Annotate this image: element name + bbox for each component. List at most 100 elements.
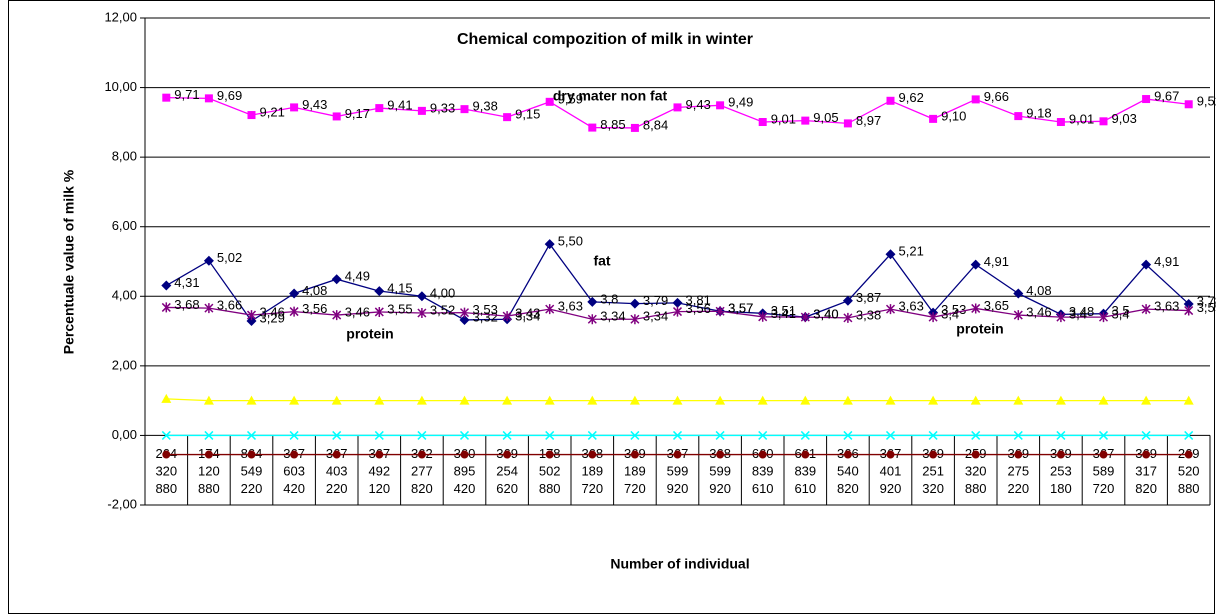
marker [672, 430, 683, 440]
marker [544, 395, 555, 405]
marker [630, 123, 639, 132]
marker [417, 307, 427, 318]
marker [587, 430, 597, 440]
marker [715, 395, 726, 405]
marker [502, 430, 512, 440]
y-tick-label: 8,00 [112, 149, 137, 164]
marker [1183, 395, 1194, 405]
data-label: 9,38 [473, 99, 498, 114]
y-tick-label: 12,00 [104, 9, 137, 24]
marker [1184, 305, 1194, 316]
marker [417, 450, 426, 459]
data-label: 3,4 [1112, 307, 1130, 322]
data-label: 9,67 [1154, 88, 1179, 103]
marker [204, 303, 214, 314]
marker [800, 430, 810, 440]
marker [843, 430, 853, 440]
data-label: 5,21 [899, 244, 924, 259]
marker [374, 395, 385, 405]
marker [886, 450, 895, 459]
data-label: 9,17 [345, 106, 370, 121]
marker [885, 395, 896, 405]
data-label: 3,43 [515, 306, 540, 321]
marker [800, 312, 810, 323]
marker [929, 450, 938, 459]
marker [672, 306, 683, 317]
marker [331, 274, 342, 285]
data-label: 3,78 [1197, 293, 1216, 308]
marker [1098, 430, 1109, 440]
data-label: 9,33 [430, 100, 455, 115]
marker [161, 430, 171, 440]
x-tick-label: 367603420 [283, 446, 305, 496]
marker [1183, 298, 1194, 309]
x-tick-label: 269520880 [1178, 446, 1200, 496]
marker [587, 314, 597, 325]
data-label: 3,87 [856, 290, 881, 305]
x-tick-label: 362277820 [411, 446, 433, 496]
marker [331, 395, 342, 405]
marker [416, 395, 427, 405]
marker [1142, 450, 1151, 459]
data-label: 3,81 [686, 292, 711, 307]
data-label: 3,55 [387, 301, 412, 316]
marker [970, 259, 981, 270]
marker [1013, 310, 1023, 321]
marker [161, 393, 172, 403]
marker [929, 114, 938, 123]
marker [928, 395, 939, 405]
x-tick-label: 369275220 [1007, 446, 1029, 496]
marker [162, 450, 171, 459]
marker [885, 430, 896, 440]
y-tick-label: 4,00 [112, 288, 137, 303]
marker [971, 450, 980, 459]
data-label: 3,46 [260, 305, 285, 320]
marker [1099, 450, 1108, 459]
marker [716, 450, 725, 459]
y-tick-label: 10,00 [104, 79, 137, 94]
marker [544, 239, 555, 250]
marker [459, 395, 470, 405]
marker [885, 304, 896, 315]
marker [629, 298, 640, 309]
marker [1184, 430, 1194, 440]
data-label: 3,34 [643, 309, 668, 324]
marker [673, 103, 682, 112]
y-tick-label: 6,00 [112, 218, 137, 233]
data-label: 3,46 [1026, 305, 1051, 320]
y-tick-label: -2,00 [107, 496, 137, 511]
marker [716, 101, 725, 110]
marker [417, 106, 426, 115]
data-label: 4,00 [430, 286, 455, 301]
data-label: 9,43 [302, 97, 327, 112]
data-label: 9,62 [899, 90, 924, 105]
annotation: dry mater non fat [553, 88, 668, 104]
marker [247, 450, 256, 459]
marker [1184, 450, 1193, 459]
data-label: 9,52 [1197, 94, 1216, 109]
data-label: 3,32 [473, 309, 498, 324]
marker [545, 304, 555, 315]
data-label: 9,10 [941, 108, 966, 123]
marker [1013, 288, 1024, 299]
marker [459, 307, 470, 318]
marker [1141, 259, 1152, 270]
data-label: 5,50 [558, 234, 583, 249]
marker [1184, 100, 1193, 109]
marker [587, 395, 598, 405]
y-tick-label: 2,00 [112, 357, 137, 372]
marker [374, 430, 384, 440]
marker [758, 450, 767, 459]
marker [204, 430, 214, 440]
marker [843, 450, 852, 459]
marker [502, 395, 513, 405]
marker [545, 97, 554, 106]
data-label: 9,59 [558, 91, 583, 106]
marker [1141, 304, 1151, 315]
data-label: 3,53 [941, 302, 966, 317]
data-label: 3,63 [1154, 299, 1179, 314]
data-label: 3,53 [473, 302, 498, 317]
marker [332, 112, 341, 121]
data-label: 9,66 [984, 89, 1009, 104]
marker [1098, 312, 1109, 323]
